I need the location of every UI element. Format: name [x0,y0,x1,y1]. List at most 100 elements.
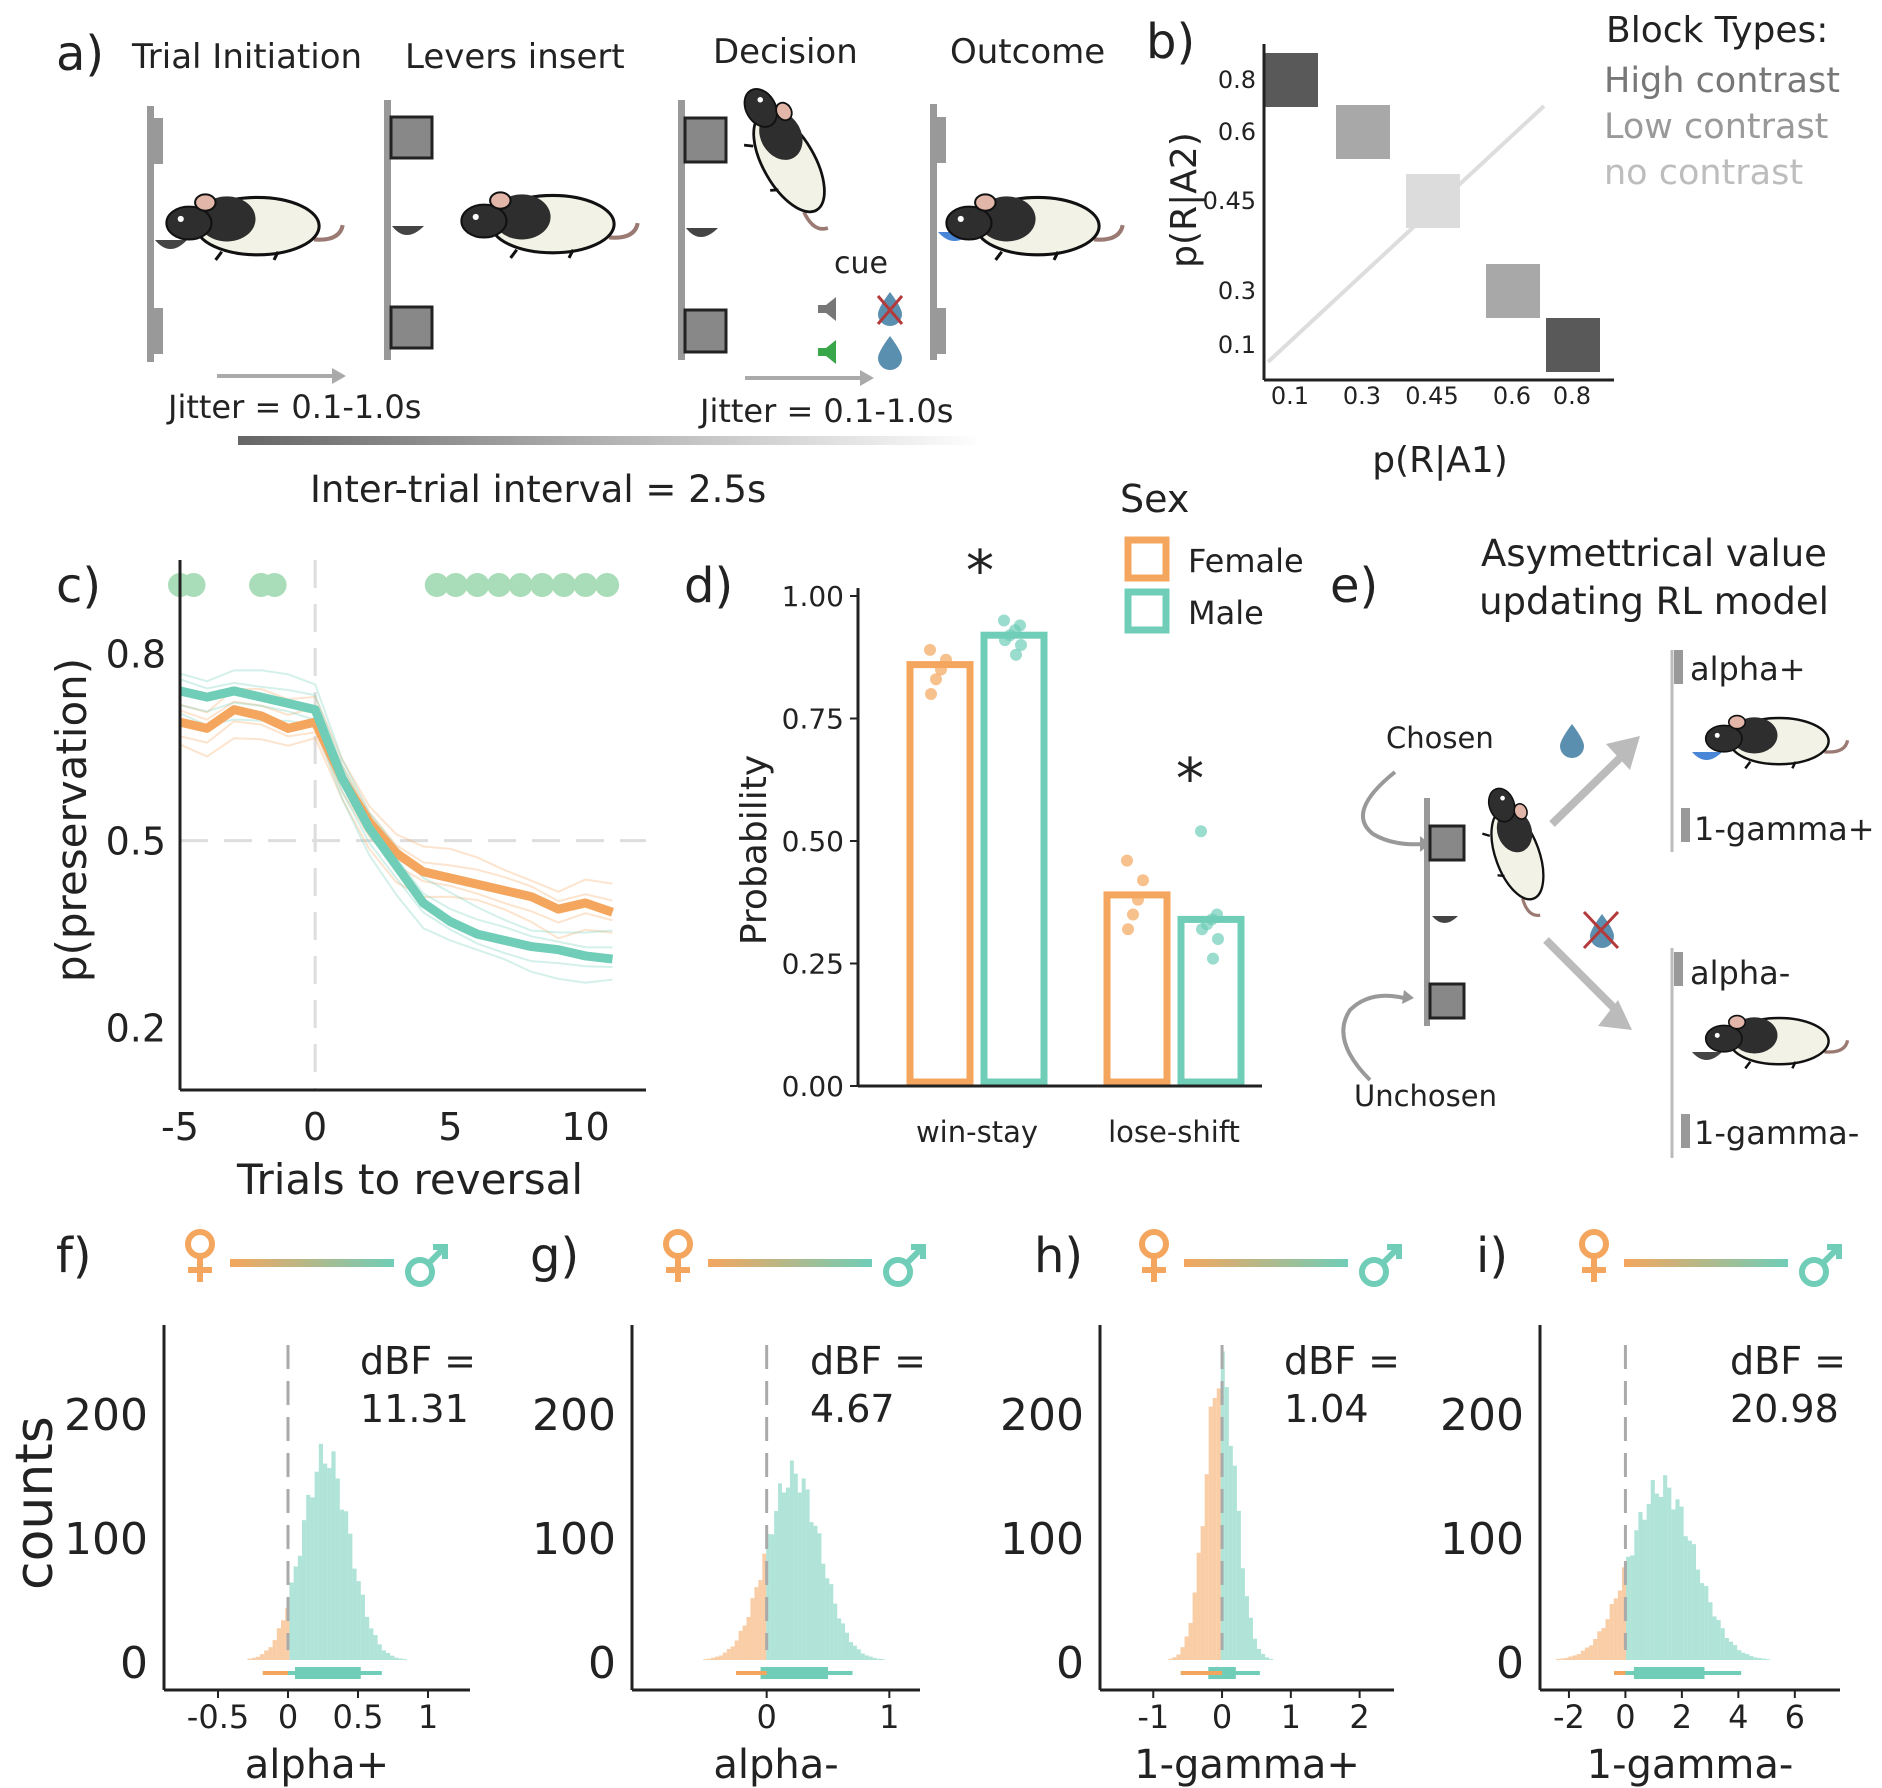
hist-xtick-i-2: 2 [1672,1698,1692,1736]
point-male-0-0 [998,614,1010,627]
heatmap-cell-2 [1406,174,1460,228]
sex-legend-title: Sex [1120,477,1189,521]
significance-star-0: * [966,539,994,604]
hist-xlabel-h: 1-gamma+ [1134,1742,1360,1788]
point-female-0-0 [924,643,936,656]
hist-bar-f-39 [339,1509,344,1660]
hist-bar-i-38 [1708,1602,1713,1660]
hist-bar-f-30 [302,1520,307,1660]
jitter-label-2: Jitter = 0.1-1.0s [698,392,953,430]
individual-line-female-4 [179,688,613,893]
hist-bar-f-53 [398,1658,403,1660]
hist-ytick-i-1: 100 [1440,1514,1524,1565]
hist-bar-i-18 [1626,1556,1631,1660]
hist-ytick-h-0: 200 [1000,1390,1084,1441]
dbf-value-h: 1.04 [1284,1387,1369,1431]
linechart-xtick-3: 10 [561,1105,609,1149]
hist-bar-h-21 [1196,1552,1201,1660]
hist-bar-i-15 [1613,1598,1618,1660]
heatmap-cell-1 [1336,105,1390,159]
hist-bar-i-49 [1753,1657,1758,1660]
hist-bar-g-44 [817,1533,822,1660]
hist-bar-g-59 [876,1658,881,1660]
hist-bar-f-28 [293,1566,298,1660]
hist-bar-g-28 [754,1587,759,1660]
hist-bar-g-52 [849,1642,853,1660]
hist-bar-g-26 [746,1616,751,1660]
omission-arrow [1543,937,1619,1013]
hist-xtick-h-3: 2 [1349,1698,1369,1736]
stage-levers-insert: Levers insert [405,37,625,77]
heatmap-cell-4 [1546,318,1600,372]
sex-gradient-bar-g [708,1259,872,1267]
point-female-0-3 [930,673,942,686]
male-symbol-icon-f [405,1257,435,1287]
hist-bar-g-22 [730,1646,735,1660]
hist-bar-i-51 [1761,1658,1766,1660]
significance-star-1: * [1176,747,1204,812]
hist-bar-i-29 [1671,1509,1676,1660]
point-female-1-2 [1132,893,1144,906]
sig-dot-6 [465,573,490,597]
chosen-arrow [1361,770,1424,847]
hist-ylabel: counts [5,1416,65,1590]
hist-ytick-i-2: 0 [1496,1638,1524,1689]
point-female-1-3 [1127,908,1139,921]
block-types-title: Block Types: [1606,10,1828,51]
linechart-xtick-1: 0 [303,1105,327,1149]
hist-xtick-i-4: 6 [1785,1698,1805,1736]
hist-bar-i-20 [1634,1530,1639,1660]
dbf-label-g: dBF = [810,1339,926,1383]
panel-d-label: d) [684,558,733,614]
hist-bar-g-25 [742,1625,747,1660]
hist-bar-i-39 [1712,1616,1717,1660]
legend-high-contrast: High contrast [1604,61,1840,101]
unchosen-lever [1428,982,1466,1020]
hist-xtick-h-0: -1 [1137,1698,1169,1736]
hist-bar-i-50 [1757,1658,1762,1660]
hist-bar-f-34 [318,1443,323,1660]
bar-male-win-stay [980,631,1048,1086]
hist-bar-h-28 [1224,1387,1229,1660]
hist-bar-h-38 [1265,1657,1270,1660]
histogram-panel-h: h) 200 100 0 -1 0 1 2 1-gamma+ dBF =1.04 [1000,1228,1402,1788]
sig-dot-8 [508,573,533,597]
reward-arrow [1549,753,1625,827]
hist-xtick-i-3: 4 [1728,1698,1748,1736]
female-symbol-cross-f [188,1256,212,1282]
hist-bar-g-33 [774,1511,779,1660]
hist-bar-i-44 [1733,1645,1738,1660]
hist-bar-f-32 [310,1497,315,1660]
hist-bar-h-37 [1261,1653,1266,1660]
stage-trial-initiation: Trial Initiation [131,37,362,77]
legend-female-label: Female [1188,542,1304,580]
hist-bar-i-31 [1679,1506,1684,1660]
hist-bar-g-60 [880,1659,885,1660]
legend-no-contrast: no contrast [1604,153,1803,193]
bar-female-win-stay [906,661,974,1086]
sex-gradient-bar-h [1184,1259,1348,1267]
hist-bar-h-25 [1212,1398,1217,1660]
barchart-ytick-3: 0.75 [782,703,844,736]
hist-bar-f-42 [352,1568,357,1660]
interval-box-i [1633,1667,1705,1679]
hist-bar-g-20 [722,1652,727,1660]
hist-bar-f-17 [247,1658,252,1660]
hist-bar-g-39 [797,1492,802,1660]
hist-bar-g-57 [868,1656,873,1660]
hist-bar-i-33 [1687,1540,1692,1660]
hist-bar-f-24 [276,1628,281,1660]
legend-male-label: Male [1188,594,1264,632]
hist-ytick-g-0: 200 [532,1390,616,1441]
hist-bar-i-9 [1589,1645,1594,1660]
panel-c-label: c) [56,558,101,614]
individual-line-female-3 [179,700,613,903]
unchosen-arrow [1341,993,1405,1082]
hist-bar-i-48 [1749,1656,1754,1660]
stage-2-illustration [384,100,638,360]
hist-bar-f-31 [306,1494,311,1660]
hist-bar-g-21 [726,1648,731,1660]
hist-bar-h-31 [1236,1510,1241,1660]
male-symbol-icon-h [1359,1257,1389,1287]
jitter-label-1: Jitter = 0.1-1.0s [166,388,421,426]
